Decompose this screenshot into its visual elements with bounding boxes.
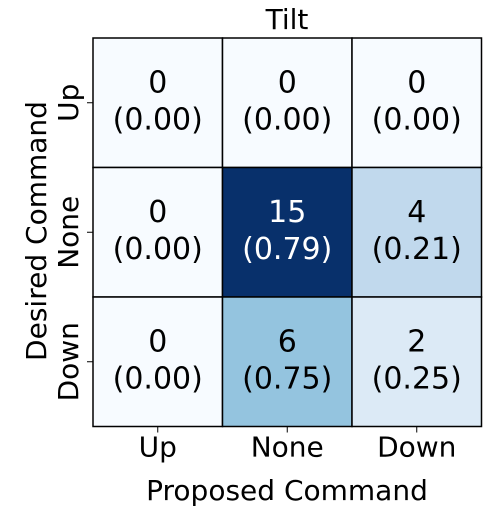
cell-value: 2 [407,324,426,359]
x-tick-label: Down [377,431,456,464]
cell-value: 0 [148,65,167,100]
cell [351,37,483,169]
x-tick-label: Up [139,431,177,464]
cell-fraction: (0.79) [242,232,332,267]
cell-value: 15 [268,195,306,230]
cell-fraction: (0.00) [113,102,203,137]
cell-fraction: (0.00) [113,361,203,396]
y-axis-label: Desired Command [20,101,53,361]
chart-title: Tilt [265,3,309,36]
cell [92,166,224,298]
cell [351,166,483,298]
cell-fraction: (0.00) [113,232,203,267]
cell-fraction: (0.75) [242,361,332,396]
cell-value: 4 [407,195,426,230]
cell-value: 6 [278,324,297,359]
y-tick-label: None [52,196,85,269]
cell-fraction: (0.21) [372,232,462,267]
cell-value: 0 [148,324,167,359]
cell [221,296,353,428]
x-tick-label: None [251,431,324,464]
cell-fraction: (0.00) [242,102,332,137]
cell [221,37,353,169]
y-tick-label: Up [52,84,85,122]
cell-value: 0 [278,65,297,100]
cell [92,37,224,169]
x-axis-label: Proposed Command [146,474,428,507]
y-tick-label: Down [52,322,85,401]
cell [221,166,353,298]
cell-value: 0 [407,65,426,100]
cell-fraction: (0.25) [372,361,462,396]
cell-fraction: (0.00) [372,102,462,137]
cell-value: 0 [148,195,167,230]
